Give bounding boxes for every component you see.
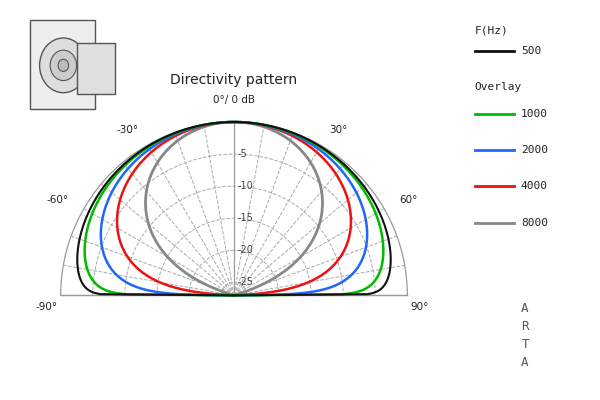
- Text: -5: -5: [237, 149, 247, 159]
- Circle shape: [50, 50, 77, 80]
- Text: 4000: 4000: [521, 182, 548, 192]
- Text: -10: -10: [237, 181, 253, 191]
- Text: Overlay: Overlay: [475, 82, 522, 92]
- FancyBboxPatch shape: [77, 42, 115, 94]
- Text: -25: -25: [237, 278, 253, 288]
- Circle shape: [58, 59, 68, 72]
- FancyBboxPatch shape: [31, 20, 95, 110]
- Text: -90°: -90°: [35, 302, 57, 312]
- Text: 2000: 2000: [521, 145, 548, 155]
- Text: -60°: -60°: [47, 195, 69, 205]
- Circle shape: [40, 38, 87, 93]
- Text: 30°: 30°: [329, 125, 348, 135]
- Text: A
R
T
A: A R T A: [521, 302, 529, 370]
- Text: Directivity pattern: Directivity pattern: [170, 73, 298, 87]
- Text: -20: -20: [237, 245, 253, 255]
- Text: F(Hz): F(Hz): [475, 25, 508, 35]
- Text: 8000: 8000: [521, 218, 548, 228]
- Text: -15: -15: [237, 213, 253, 223]
- Text: 90°: 90°: [411, 302, 429, 312]
- Text: -30°: -30°: [116, 125, 139, 135]
- Text: 60°: 60°: [399, 195, 418, 205]
- Text: 500: 500: [521, 46, 541, 56]
- Text: 0°/ 0 dB: 0°/ 0 dB: [213, 95, 255, 105]
- Text: 1000: 1000: [521, 109, 548, 119]
